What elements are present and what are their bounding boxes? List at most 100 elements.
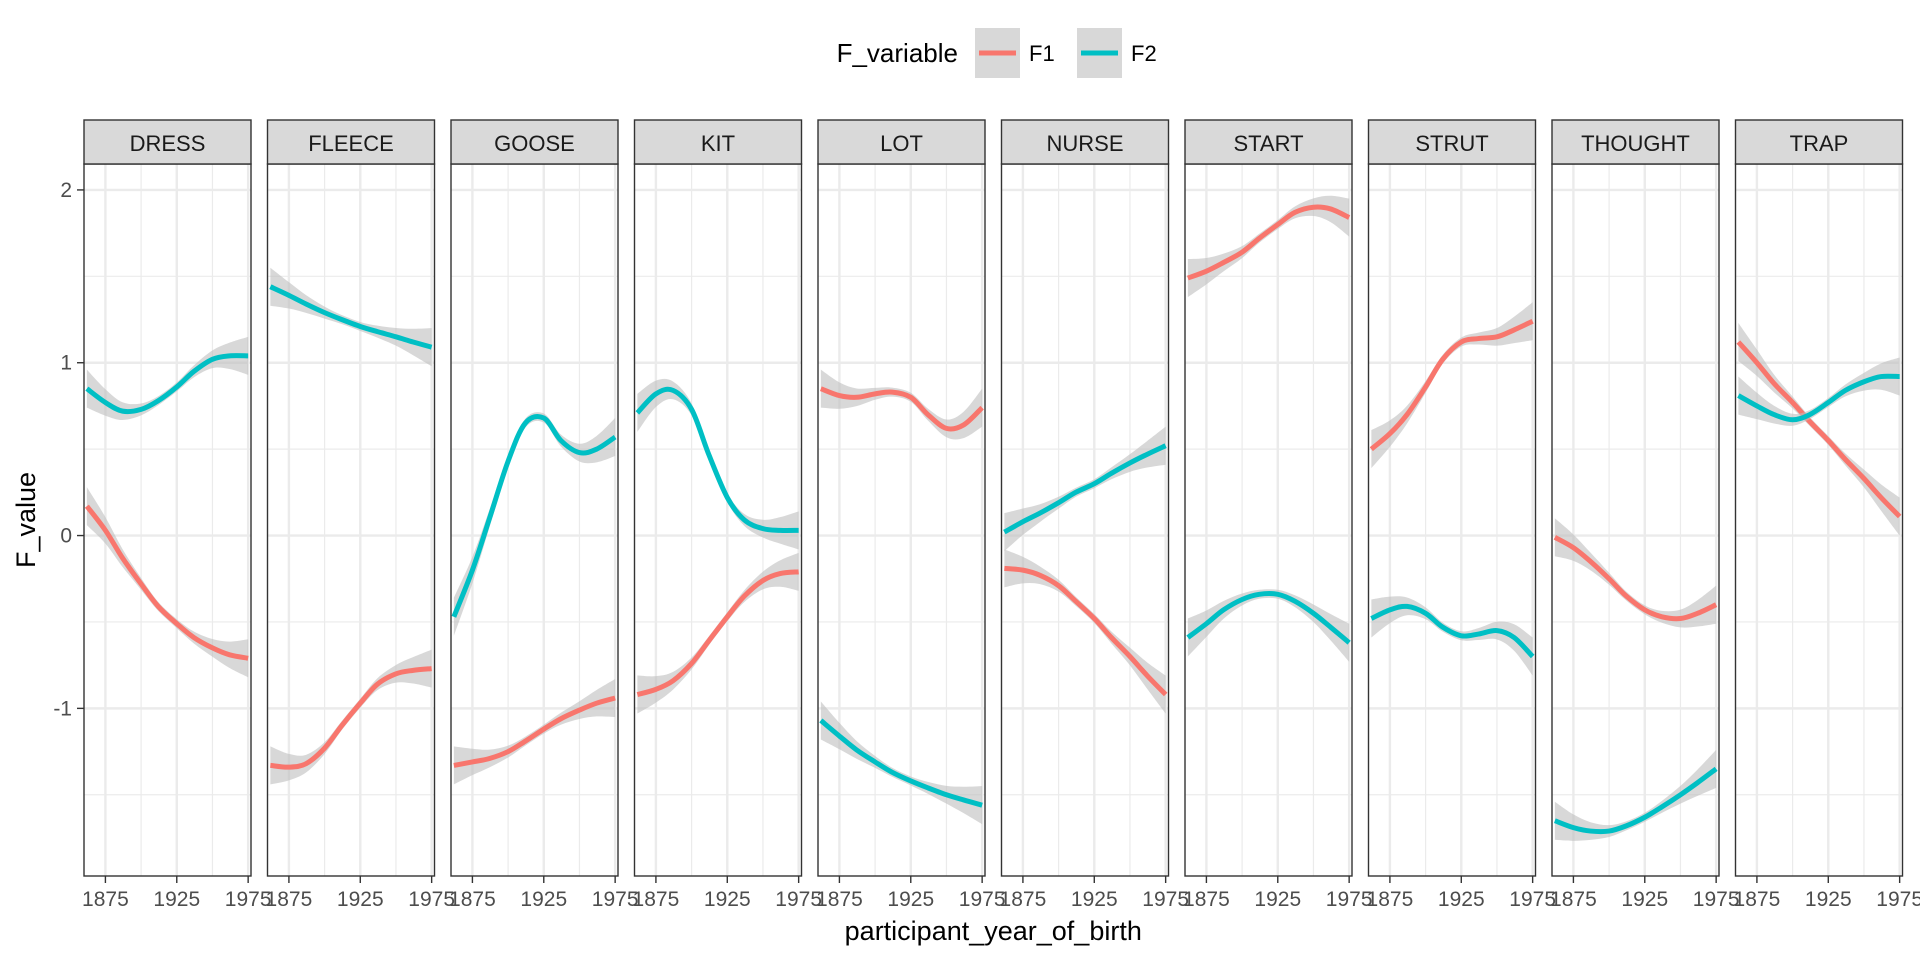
x-tick-label: 1925 [704, 888, 751, 911]
facet-panel-fleece: FLEECE 1875 1925 1975 [266, 119, 455, 911]
facet-strip [266, 119, 436, 165]
x-tick-label: 1875 [1367, 888, 1414, 911]
facet-strip [1184, 119, 1353, 165]
series-line-f2 [1553, 766, 1718, 835]
series-line-f2 [635, 386, 799, 533]
facet-panel-thought: THOUGHT 1875 1925 1975 [1550, 119, 1740, 911]
facet-strip-label: KIT [701, 131, 735, 156]
facet-strip [1367, 119, 1537, 165]
series-line-f2 [819, 718, 983, 808]
x-tick-label: 1975 [225, 888, 272, 911]
legend-title: F_variable [837, 38, 958, 68]
x-tick-label: 1925 [1805, 888, 1852, 911]
confidence-band-f1 [1004, 549, 1166, 714]
x-tick-label: 1875 [266, 888, 313, 911]
x-tick-label: 1925 [153, 888, 200, 911]
legend-entry-f2: F2 [1077, 28, 1157, 78]
confidence-band-f1 [820, 369, 983, 440]
x-tick-label: 1925 [1254, 888, 1301, 911]
x-tick-label: 1975 [408, 888, 455, 911]
series-line-f1 [1553, 535, 1718, 622]
x-tick-label: 1975 [1326, 888, 1373, 911]
x-tick-label: 1925 [337, 888, 384, 911]
facet-strip [450, 119, 619, 165]
panel-background [1735, 164, 1903, 876]
confidence-band-f1 [86, 487, 249, 678]
series-line-f2 [1370, 603, 1535, 659]
x-tick-label: 1925 [1621, 888, 1668, 911]
confidence-band-f2 [86, 336, 249, 420]
facet-strip-label: GOOSE [494, 131, 575, 156]
facet-strip-label: FLEECE [308, 131, 394, 156]
series-line-f1 [1186, 204, 1351, 281]
facet-strip-label: DRESS [130, 131, 206, 156]
series-line-f2 [1737, 373, 1900, 423]
facet-strip-label: THOUGHT [1581, 131, 1690, 156]
x-tick-label: 1875 [816, 888, 863, 911]
x-axis-title: participant_year_of_birth [845, 916, 1142, 946]
y-tick-label: 2 [60, 179, 72, 202]
x-tick-label: 1925 [887, 888, 934, 911]
y-tick-label: -1 [53, 697, 72, 720]
series-line-f1 [819, 386, 984, 432]
facet-strip-label: LOT [880, 131, 923, 156]
facet-panel-strut: STRUT 1875 1925 1975 [1367, 119, 1556, 911]
x-tick-label: 1925 [1438, 888, 1485, 911]
facet-strip [1000, 119, 1170, 165]
confidence-band-f1 [1187, 195, 1350, 298]
x-tick-label: 1925 [1071, 888, 1118, 911]
x-tick-label: 1975 [775, 888, 822, 911]
confidence-band-f2 [1371, 596, 1533, 676]
x-tick-label: 1975 [1693, 888, 1740, 911]
x-tick-label: 1875 [1183, 888, 1230, 911]
series-line-f2 [1186, 591, 1351, 645]
y-axis-title: F_value [11, 472, 41, 568]
x-tick-label: 1925 [520, 888, 567, 911]
confidence-band-f2 [1738, 357, 1900, 426]
panel-background [1368, 164, 1536, 876]
x-tick-label: 1875 [633, 888, 680, 911]
legend-entry-label: F1 [1029, 41, 1055, 66]
facet-strip [817, 119, 986, 165]
series-line-f1 [84, 504, 249, 661]
series-line-f2 [85, 353, 249, 415]
x-tick-label: 1975 [592, 888, 639, 911]
confidence-band-f2 [270, 267, 432, 367]
legend: F_variable F1 F2 [837, 28, 1157, 78]
confidence-band-f1 [1371, 302, 1533, 469]
x-tick-label: 1975 [1876, 888, 1920, 911]
series-line-f1 [1736, 340, 1902, 519]
series-line-f1 [636, 569, 799, 697]
facet-panel-goose: GOOSE 1875 1925 1975 [449, 119, 639, 911]
y-tick-label: 0 [60, 525, 72, 548]
confidence-band-f1 [637, 552, 799, 714]
y-tick-label: 1 [60, 352, 72, 375]
series-line-f2 [269, 284, 433, 350]
facet-panel-dress: DRESS 1875 1925 1975 2 1 0 -1 [53, 119, 272, 911]
series-line-f2 [451, 414, 617, 618]
series-line-f1 [270, 666, 432, 770]
facet-strip [1734, 119, 1904, 165]
series-line-f1 [1004, 565, 1168, 697]
facet-panel-kit: KIT 1875 1925 1975 [633, 119, 822, 911]
x-tick-label: 1975 [1142, 888, 1189, 911]
facet-panel-lot: LOT 1875 1925 1975 [816, 119, 1006, 911]
panel-background [818, 164, 985, 876]
panel-background [1552, 164, 1719, 876]
facet-panels: DRESS 1875 1925 1975 2 1 0 -1 FLEECE 1875 1925 1975… [53, 119, 1920, 911]
legend-entry-label: F2 [1131, 41, 1157, 66]
series-line-f1 [453, 695, 616, 768]
facet-panel-start: START 1875 1925 1975 [1183, 119, 1373, 911]
facet-strip [1551, 119, 1720, 165]
facet-strip-label: NURSE [1046, 131, 1123, 156]
x-tick-label: 1875 [1734, 888, 1781, 911]
x-tick-label: 1875 [1000, 888, 1047, 911]
panel-background [1185, 164, 1352, 876]
legend-entry-f1: F1 [975, 28, 1055, 78]
facet-panel-nurse: NURSE 1875 1925 1975 [1000, 119, 1189, 911]
panel-background [84, 164, 251, 876]
series-line-f2 [1003, 443, 1167, 535]
facet-strip-label: TRAP [1790, 131, 1849, 156]
x-tick-label: 1875 [82, 888, 129, 911]
